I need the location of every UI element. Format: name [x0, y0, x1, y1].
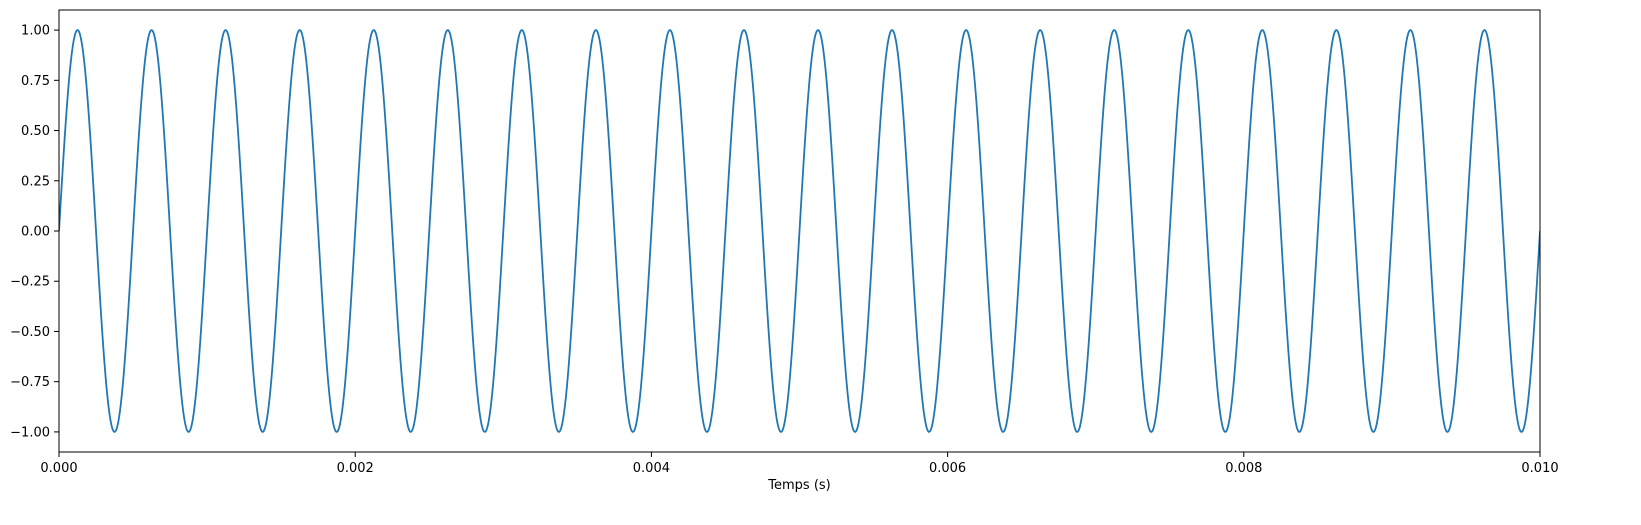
- x-axis: 0.000 0.002 0.004 0.006 0.008 0.010: [40, 452, 1559, 476]
- y-tick-label: 0.00: [21, 225, 50, 240]
- y-tick-label: −0.25: [10, 275, 50, 290]
- y-axis: −1.00 −0.75 −0.50 −0.25 0.00 0.25 0.50 0.75 1.00: [10, 24, 59, 440]
- x-tick-label: 0.002: [337, 461, 374, 476]
- series-line: [59, 29, 1540, 433]
- plot-area: [58, 9, 1541, 453]
- y-tick-label: −0.50: [10, 325, 50, 340]
- y-tick-label: −1.00: [10, 425, 50, 440]
- y-tick-label: 1.00: [21, 24, 50, 39]
- y-tick-label: 0.25: [21, 174, 50, 189]
- x-axis-label: Temps (s): [767, 478, 830, 493]
- y-tick-label: −0.75: [10, 375, 50, 390]
- y-tick-label: 0.50: [21, 124, 50, 139]
- x-tick-label: 0.010: [1521, 461, 1558, 476]
- x-tick-label: 0.006: [929, 461, 966, 476]
- x-tick-label: 0.004: [633, 461, 670, 476]
- x-tick-label: 0.000: [40, 461, 77, 476]
- x-tick-label: 0.008: [1225, 461, 1262, 476]
- y-tick-label: 0.75: [21, 74, 50, 89]
